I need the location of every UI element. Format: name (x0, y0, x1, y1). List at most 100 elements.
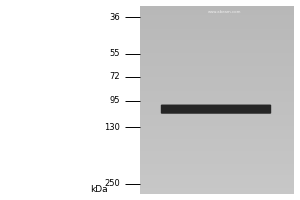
Bar (140, 124, 294, 126)
Bar (140, 27, 294, 29)
Text: 130: 130 (104, 123, 120, 132)
Bar (140, 173, 294, 175)
Bar (140, 36, 294, 38)
Bar (140, 171, 294, 173)
Bar (140, 102, 294, 104)
Bar (140, 121, 294, 123)
Bar (140, 61, 294, 62)
Text: 95: 95 (110, 96, 120, 105)
Bar (140, 30, 294, 32)
Bar (140, 139, 294, 141)
Bar (140, 170, 294, 171)
Bar (140, 143, 294, 145)
Bar (140, 190, 294, 192)
Bar (140, 179, 294, 181)
Bar (140, 42, 294, 44)
Bar (140, 8, 294, 10)
Bar (140, 123, 294, 124)
Bar (140, 94, 294, 96)
Bar (140, 155, 294, 156)
Bar (140, 192, 294, 194)
Bar (140, 12, 294, 14)
Bar (140, 141, 294, 143)
Bar (140, 29, 294, 30)
Bar (140, 83, 294, 85)
Bar (140, 181, 294, 183)
Bar (140, 117, 294, 119)
Bar (140, 53, 294, 55)
Bar (140, 98, 294, 100)
Bar (140, 6, 294, 8)
Bar (140, 47, 294, 49)
Bar (140, 79, 294, 81)
Bar (140, 156, 294, 158)
Bar (140, 185, 294, 186)
Bar (140, 32, 294, 34)
Bar (140, 132, 294, 134)
Bar (140, 89, 294, 91)
Bar (140, 57, 294, 59)
Bar (140, 87, 294, 89)
Bar (140, 70, 294, 72)
Bar (140, 130, 294, 132)
Bar (140, 136, 294, 138)
Bar (140, 72, 294, 74)
Bar (140, 134, 294, 136)
Bar (140, 151, 294, 153)
Bar (140, 62, 294, 64)
Bar (140, 183, 294, 185)
Text: 72: 72 (110, 72, 120, 81)
Bar (140, 55, 294, 57)
Bar (140, 19, 294, 21)
Bar (140, 147, 294, 149)
Bar (140, 91, 294, 92)
Bar (140, 74, 294, 76)
Bar (140, 34, 294, 36)
Bar (140, 17, 294, 19)
Bar (140, 126, 294, 128)
Bar (140, 85, 294, 87)
Bar (140, 66, 294, 68)
Text: www.abeam.com: www.abeam.com (208, 10, 241, 14)
Bar (140, 164, 294, 166)
Bar (140, 25, 294, 27)
FancyBboxPatch shape (161, 105, 271, 114)
Bar (140, 14, 294, 15)
Bar (140, 10, 294, 12)
Bar (140, 45, 294, 47)
Bar (140, 108, 294, 109)
Bar (140, 77, 294, 79)
Bar (140, 40, 294, 42)
Bar (140, 92, 294, 94)
Bar (140, 81, 294, 83)
Bar (140, 68, 294, 70)
Bar (140, 166, 294, 168)
Bar (140, 145, 294, 147)
Bar (140, 109, 294, 111)
Text: 55: 55 (110, 49, 120, 58)
Bar (140, 23, 294, 25)
Bar (140, 15, 294, 17)
Bar (140, 59, 294, 61)
Bar (140, 38, 294, 40)
Bar (140, 188, 294, 190)
Bar (140, 111, 294, 113)
Bar (140, 113, 294, 115)
Bar (140, 153, 294, 155)
Bar (140, 119, 294, 121)
Bar (140, 64, 294, 66)
Bar (140, 138, 294, 139)
Bar (140, 175, 294, 177)
Bar (140, 168, 294, 170)
Bar (140, 104, 294, 106)
Bar (140, 149, 294, 151)
Bar (140, 162, 294, 164)
Bar (140, 44, 294, 45)
Text: 36: 36 (109, 13, 120, 22)
Bar (140, 49, 294, 51)
Bar (140, 106, 294, 108)
Bar (140, 128, 294, 130)
Bar (140, 158, 294, 160)
Bar (140, 21, 294, 23)
Text: kDa: kDa (90, 186, 108, 194)
